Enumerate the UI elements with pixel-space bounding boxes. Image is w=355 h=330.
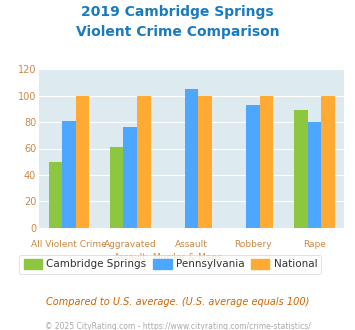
Bar	[294, 110, 308, 228]
Legend: Cambridge Springs, Pennsylvania, National: Cambridge Springs, Pennsylvania, Nationa…	[20, 255, 321, 274]
Bar	[137, 96, 151, 228]
Bar	[185, 89, 198, 228]
Text: © 2025 CityRating.com - https://www.cityrating.com/crime-statistics/: © 2025 CityRating.com - https://www.city…	[45, 322, 310, 330]
Text: Robbery: Robbery	[234, 240, 272, 249]
Bar	[110, 147, 124, 228]
Bar	[308, 122, 321, 228]
Bar	[321, 96, 335, 228]
Bar	[260, 96, 273, 228]
Text: Assault: Assault	[175, 240, 208, 249]
Bar	[246, 105, 260, 228]
Text: Assault: Assault	[114, 253, 147, 262]
Text: Violent Crime Comparison: Violent Crime Comparison	[76, 25, 279, 39]
Text: 2019 Cambridge Springs: 2019 Cambridge Springs	[81, 5, 274, 19]
Text: Murder & Mans...: Murder & Mans...	[153, 253, 230, 262]
Text: Compared to U.S. average. (U.S. average equals 100): Compared to U.S. average. (U.S. average …	[46, 297, 309, 307]
Bar	[124, 127, 137, 228]
Text: Rape: Rape	[303, 240, 326, 249]
Bar	[198, 96, 212, 228]
Text: All Violent Crime: All Violent Crime	[31, 240, 106, 249]
Bar	[76, 96, 89, 228]
Bar	[49, 162, 62, 228]
Bar	[62, 121, 76, 228]
Text: Aggravated: Aggravated	[104, 240, 157, 249]
